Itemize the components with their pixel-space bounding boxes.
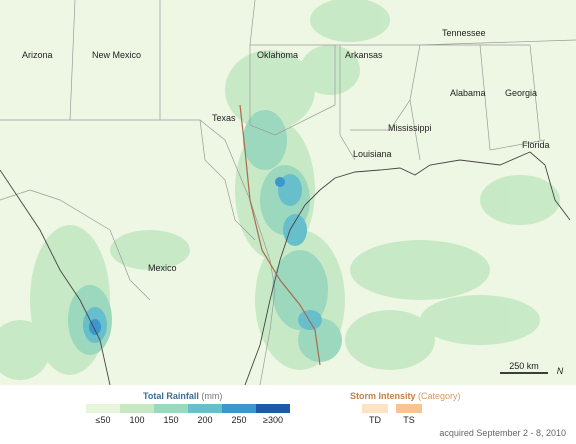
storm-swatch (396, 404, 422, 413)
rainfall-title: Total Rainfall (mm) (143, 391, 222, 401)
map: Arizona New Mexico Oklahoma Arkansas Ten… (0, 0, 576, 386)
rainfall-label: 200 (197, 415, 212, 425)
storm-title: Storm Intensity (Category) (350, 391, 461, 401)
storm-unit: (Category) (418, 391, 461, 401)
rainfall-swatch (86, 404, 120, 413)
storm-swatch (362, 404, 388, 413)
rainfall-label: 250 (231, 415, 246, 425)
rainfall-swatch (256, 404, 290, 413)
borders (0, 0, 576, 386)
state-labels: Arizona New Mexico Oklahoma Arkansas Ten… (22, 28, 550, 273)
state-label: Georgia (505, 88, 537, 98)
state-label: Tennessee (442, 28, 486, 38)
state-label: Oklahoma (257, 50, 298, 60)
rainfall-swatch (222, 404, 256, 413)
rainfall-unit: (mm) (201, 391, 222, 401)
state-label: New Mexico (92, 50, 141, 60)
rainfall-title-text: Total Rainfall (143, 391, 199, 401)
country-label: Mexico (148, 263, 177, 273)
rainfall-swatch (154, 404, 188, 413)
north-arrow: N (557, 366, 564, 376)
caption: acquired September 2 - 8, 2010 (439, 428, 566, 438)
rainfall-label: ≥300 (263, 415, 283, 425)
state-label: Alabama (450, 88, 486, 98)
rainfall-swatch (188, 404, 222, 413)
storm-title-text: Storm Intensity (350, 391, 416, 401)
rainfall-label: 150 (163, 415, 178, 425)
storm-label: TS (403, 415, 415, 425)
state-label: Arkansas (345, 50, 383, 60)
scale-label: 250 km (509, 361, 539, 371)
rainfall-swatch (120, 404, 154, 413)
state-label: Louisiana (353, 149, 392, 159)
coastline (0, 151, 571, 386)
state-label: Arizona (22, 50, 53, 60)
state-label: Texas (212, 113, 236, 123)
rainfall-label: ≤50 (96, 415, 111, 425)
storm-track (239, 104, 321, 366)
legend: ≤50 100 150 200 250 ≥300 TD TS (86, 404, 422, 425)
rainfall-label: 100 (129, 415, 144, 425)
state-label: Florida (522, 140, 550, 150)
storm-label: TD (369, 415, 381, 425)
state-label: Mississippi (388, 123, 432, 133)
